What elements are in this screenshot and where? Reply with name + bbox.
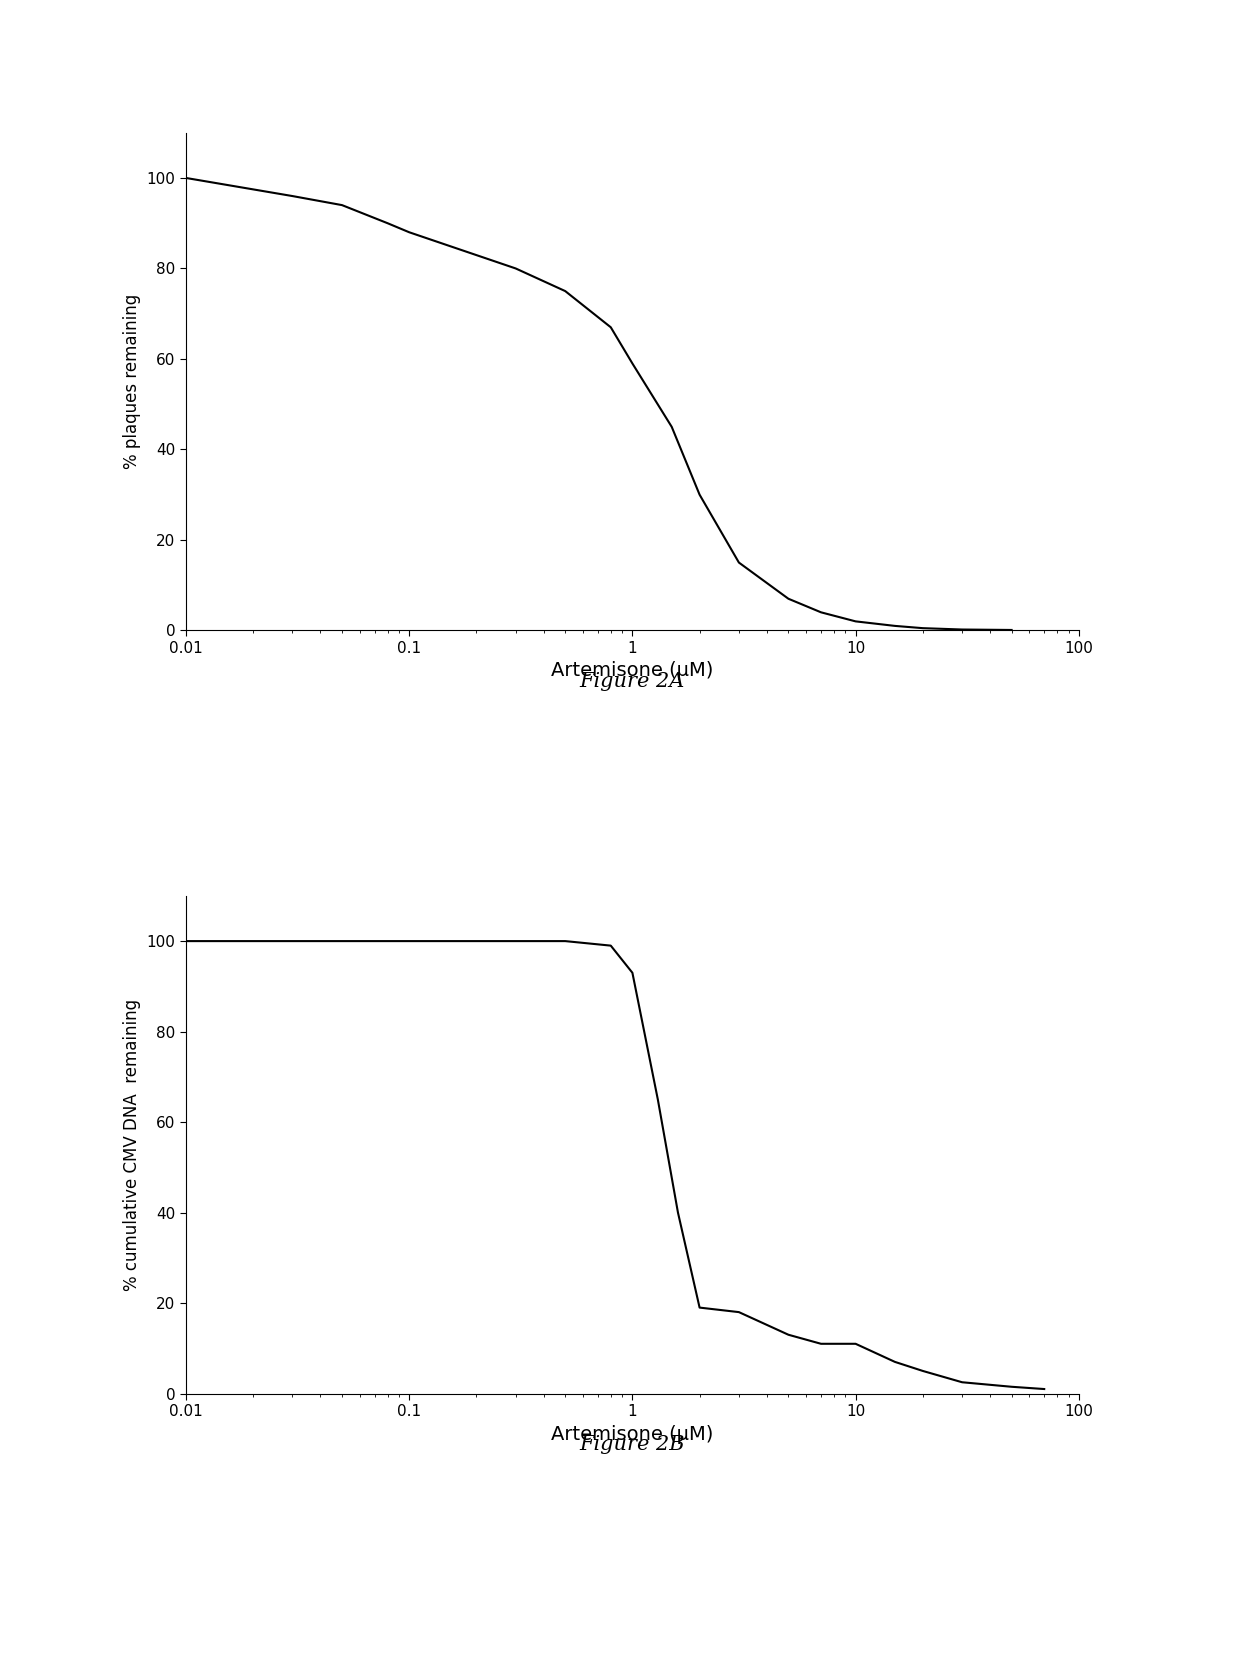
- X-axis label: Artemisone (μM): Artemisone (μM): [552, 662, 713, 680]
- Y-axis label: % plaques remaining: % plaques remaining: [123, 294, 141, 469]
- Y-axis label: % cumulative CMV DNA  remaining: % cumulative CMV DNA remaining: [123, 999, 141, 1291]
- Text: Figure 2A: Figure 2A: [580, 672, 684, 690]
- X-axis label: Artemisone (μM): Artemisone (μM): [552, 1425, 713, 1443]
- Text: Figure 2B: Figure 2B: [579, 1435, 686, 1453]
